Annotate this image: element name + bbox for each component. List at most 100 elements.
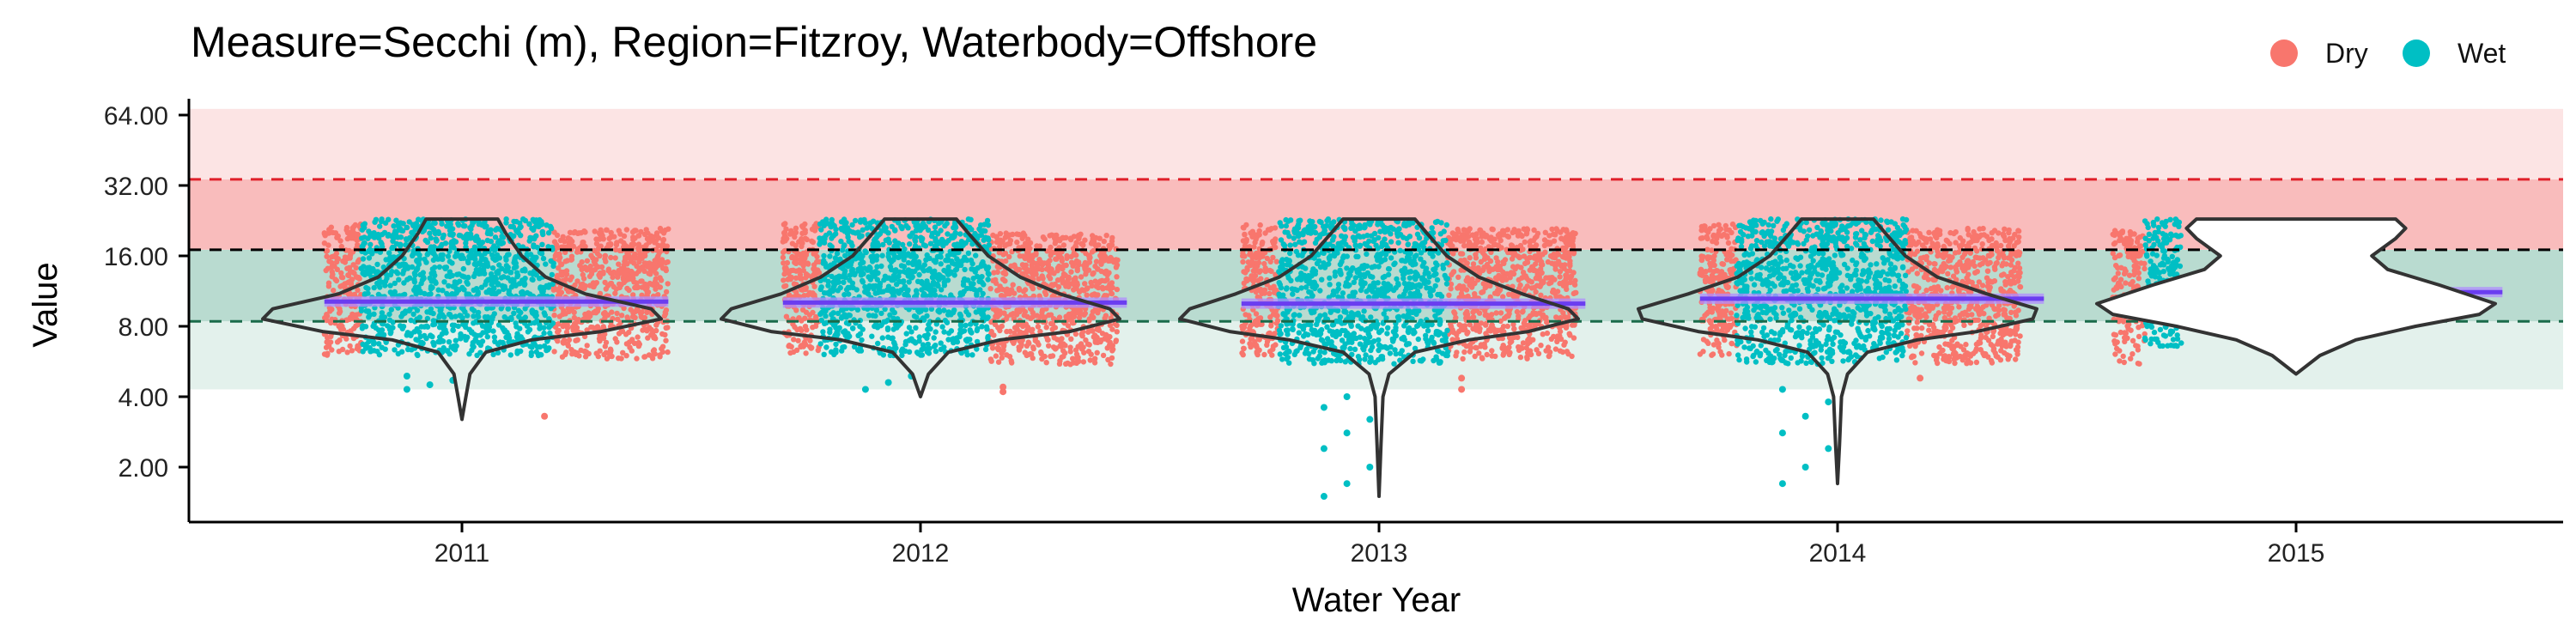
point (1571, 251, 1577, 257)
point (849, 266, 856, 272)
point (1538, 343, 1544, 349)
legend-swatch-dry (2270, 39, 2298, 67)
point (907, 233, 913, 240)
point (616, 261, 622, 267)
point (890, 326, 896, 332)
point (1476, 310, 1483, 316)
point (832, 255, 839, 261)
point (547, 330, 553, 337)
point (1255, 277, 1261, 283)
point (381, 314, 388, 320)
point (600, 324, 606, 330)
point (907, 241, 913, 247)
point (495, 289, 502, 295)
point (1039, 355, 1045, 362)
point (659, 260, 665, 266)
point (1078, 240, 1084, 247)
point (432, 279, 439, 285)
point (965, 216, 972, 222)
point (385, 233, 391, 239)
point (902, 291, 908, 298)
point (1048, 244, 1054, 251)
point (935, 231, 941, 237)
point (794, 252, 800, 258)
point (855, 229, 861, 235)
point (1543, 348, 1549, 354)
point (662, 309, 668, 315)
point (645, 289, 652, 295)
point (496, 262, 502, 268)
point (404, 346, 411, 353)
point (951, 309, 957, 316)
point (500, 339, 506, 346)
point (371, 284, 377, 291)
point (790, 321, 796, 327)
point (1480, 250, 1486, 256)
point (1086, 342, 1092, 348)
point (1046, 312, 1052, 319)
point (496, 238, 502, 244)
point (368, 233, 374, 240)
point (839, 307, 845, 313)
point (1034, 243, 1040, 249)
point (422, 290, 428, 297)
point (664, 243, 670, 249)
point (561, 307, 567, 314)
point (1082, 310, 1089, 317)
point (1528, 238, 1534, 244)
point (572, 282, 578, 289)
point (839, 247, 846, 253)
point (1105, 258, 1112, 264)
point (490, 328, 496, 334)
point (1083, 337, 1089, 343)
point (913, 325, 919, 331)
point (598, 264, 605, 270)
point (1455, 226, 1461, 233)
point (473, 234, 480, 240)
point (900, 279, 907, 285)
point (936, 276, 943, 283)
point (404, 264, 411, 270)
point (459, 315, 465, 321)
point (401, 268, 407, 274)
point (608, 254, 614, 261)
point (368, 269, 374, 275)
point (1493, 310, 1499, 316)
point (811, 283, 817, 289)
point (1113, 264, 1120, 270)
point (1520, 246, 1526, 252)
point (815, 267, 821, 273)
point (1565, 351, 1571, 357)
point (379, 231, 386, 238)
point (483, 278, 489, 284)
point (607, 353, 613, 359)
point (498, 306, 504, 312)
point (996, 345, 1002, 352)
point (850, 229, 856, 235)
point (560, 244, 566, 250)
point (965, 250, 972, 257)
point (476, 313, 482, 320)
point (1542, 229, 1549, 235)
point (786, 293, 792, 299)
point (867, 276, 873, 283)
point (1095, 266, 1101, 272)
point (548, 306, 554, 312)
point (869, 258, 876, 264)
point (1546, 280, 1552, 287)
point (807, 337, 813, 343)
point (834, 330, 840, 336)
point (398, 234, 404, 240)
point (392, 347, 398, 353)
point (490, 351, 496, 358)
point (1557, 274, 1563, 280)
point (1570, 322, 1576, 328)
point (488, 275, 495, 281)
point (453, 313, 459, 319)
point (455, 221, 461, 227)
point (1025, 351, 1032, 358)
point (336, 349, 342, 355)
point (1052, 325, 1059, 331)
point (1030, 252, 1036, 258)
point (563, 268, 570, 274)
